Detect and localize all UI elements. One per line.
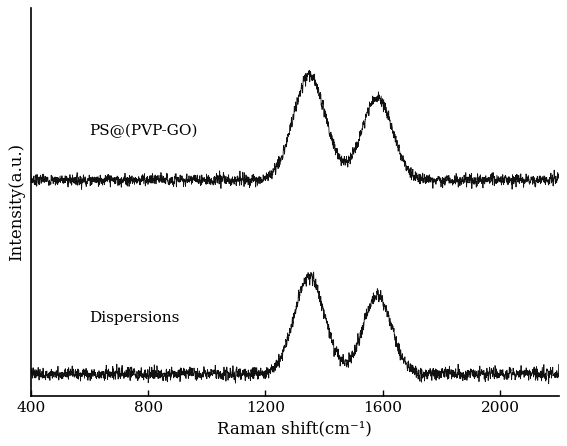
X-axis label: Raman shift(cm⁻¹): Raman shift(cm⁻¹) xyxy=(217,421,372,438)
Text: PS@(PVP-GO): PS@(PVP-GO) xyxy=(90,124,198,138)
Text: Dispersions: Dispersions xyxy=(90,311,180,325)
Y-axis label: Intensity(a.u.): Intensity(a.u.) xyxy=(9,143,26,261)
